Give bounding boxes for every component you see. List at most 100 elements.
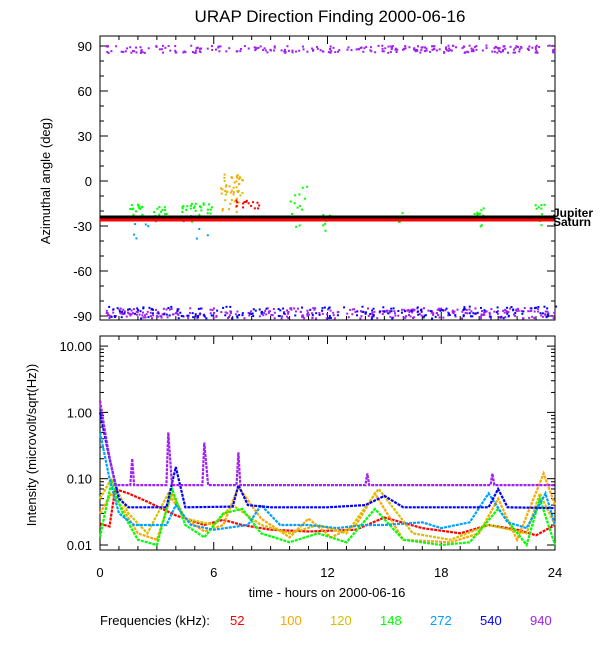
- data-point-940: [479, 317, 482, 320]
- data-point-940: [212, 307, 215, 310]
- data-point-120: [241, 192, 244, 195]
- data-point-940: [131, 312, 134, 315]
- data-point-940: [273, 46, 276, 49]
- data-point-940: [143, 51, 146, 54]
- data-point-940: [175, 51, 178, 54]
- data-point-940: [280, 49, 283, 52]
- data-point-148: [401, 212, 404, 215]
- data-point-540: [387, 312, 390, 315]
- data-point-148: [209, 212, 212, 215]
- data-point-120: [224, 199, 227, 202]
- data-point-540: [530, 307, 533, 310]
- data-point-940: [390, 48, 393, 51]
- data-point-940: [527, 49, 530, 52]
- data-point-940: [164, 46, 167, 49]
- data-point-540: [279, 309, 282, 312]
- data-point-148: [194, 209, 197, 212]
- data-point-120: [223, 176, 226, 179]
- data-point-52: [253, 207, 256, 210]
- data-point-940: [517, 309, 520, 312]
- data-point-940: [531, 46, 534, 49]
- data-point-940: [367, 307, 370, 310]
- data-point-120: [237, 189, 240, 192]
- data-point-148: [160, 210, 163, 213]
- data-point-940: [515, 308, 518, 311]
- data-point-540: [251, 312, 254, 315]
- data-point-940: [332, 314, 335, 317]
- data-point-148: [540, 203, 543, 206]
- data-point-940: [157, 311, 160, 314]
- data-point-540: [205, 317, 208, 320]
- data-point-100: [221, 209, 224, 212]
- data-point-940: [287, 312, 290, 315]
- data-point-148: [290, 212, 293, 215]
- data-point-940: [359, 317, 362, 320]
- data-point-940: [105, 312, 108, 315]
- data-point-940: [349, 308, 352, 311]
- data-point-540: [176, 308, 179, 311]
- data-point-940: [389, 315, 392, 318]
- data-point-148: [209, 208, 212, 211]
- legend-title: Frequencies (kHz):: [100, 613, 210, 628]
- data-point-540: [108, 305, 111, 308]
- data-point-940: [263, 47, 266, 50]
- data-point-940: [174, 45, 177, 48]
- data-point-540: [343, 306, 346, 309]
- data-point-940: [346, 48, 349, 51]
- data-point-540: [364, 311, 367, 314]
- data-point-940: [147, 47, 150, 50]
- data-point-940: [106, 51, 109, 54]
- data-point-940: [326, 308, 329, 311]
- data-point-940: [405, 315, 408, 318]
- data-point-940: [182, 51, 185, 54]
- data-point-940: [158, 48, 161, 51]
- data-point-940: [306, 312, 309, 315]
- data-point-940: [498, 316, 501, 319]
- data-point-940: [425, 47, 428, 50]
- data-point-940: [347, 46, 350, 49]
- data-point-120: [235, 180, 238, 183]
- data-point-940: [271, 314, 274, 317]
- data-point-272: [206, 234, 209, 237]
- data-point-940: [226, 312, 229, 315]
- data-point-148: [137, 204, 140, 207]
- data-point-148: [298, 204, 301, 207]
- data-point-940: [496, 46, 499, 49]
- y-tick-label: -30: [73, 219, 92, 234]
- data-point-52: [258, 204, 261, 207]
- data-point-940: [273, 317, 276, 320]
- data-point-940: [536, 308, 539, 311]
- data-point-940: [450, 49, 453, 52]
- data-point-940: [189, 307, 192, 310]
- data-point-940: [354, 310, 357, 313]
- data-point-940: [465, 308, 468, 311]
- data-point-540: [151, 312, 154, 315]
- data-point-540: [121, 310, 124, 313]
- data-point-540: [236, 315, 239, 318]
- data-point-540: [328, 316, 331, 319]
- data-point-940: [400, 308, 403, 311]
- data-point-148: [189, 207, 192, 210]
- data-point-940: [431, 48, 434, 51]
- data-point-940: [332, 311, 335, 314]
- data-point-148: [301, 208, 304, 211]
- data-point-540: [370, 317, 373, 320]
- data-point-540: [294, 314, 297, 317]
- data-point-940: [423, 46, 426, 49]
- data-point-940: [362, 50, 365, 53]
- data-point-940: [265, 313, 268, 316]
- data-point-940: [484, 310, 487, 313]
- data-point-940: [143, 314, 146, 317]
- data-point-940: [162, 51, 165, 54]
- data-point-940: [346, 312, 349, 315]
- data-point-940: [121, 313, 124, 316]
- data-point-540: [177, 317, 180, 320]
- data-point-540: [462, 308, 465, 311]
- data-point-940: [408, 309, 411, 312]
- data-point-540: [541, 312, 544, 315]
- legend-item-52: 52: [230, 613, 244, 628]
- data-point-940: [247, 47, 250, 50]
- x-tick-label: 18: [434, 565, 448, 580]
- data-point-940: [534, 47, 537, 50]
